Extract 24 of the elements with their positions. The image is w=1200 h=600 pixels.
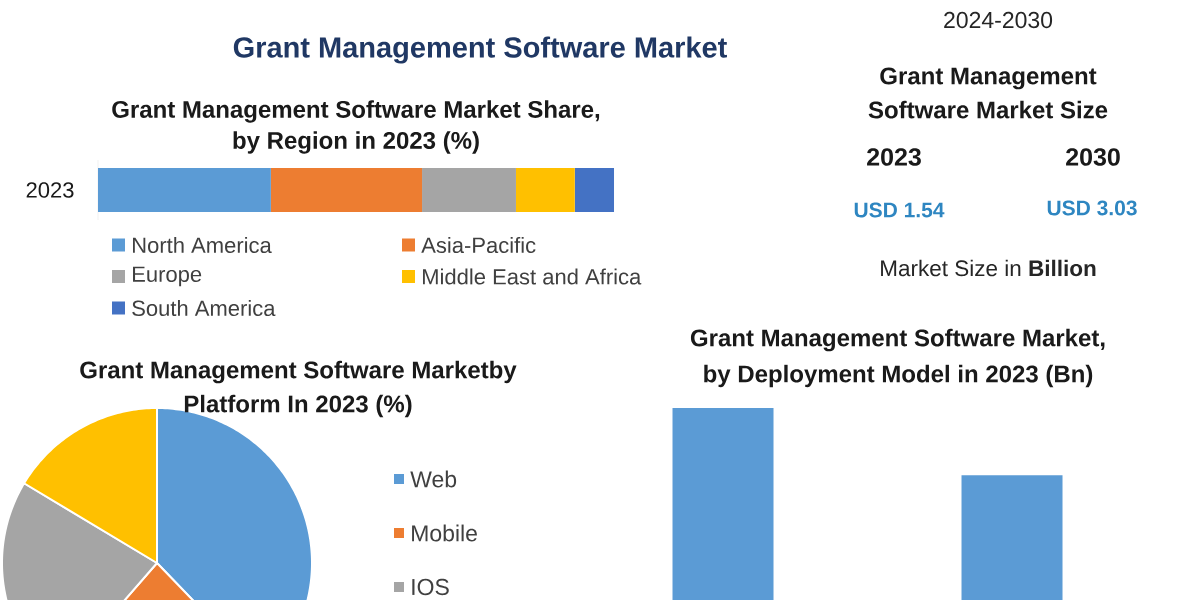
- text: Market Size in Billion: [881, 259, 1096, 277]
- text: USD 3.03: [1047, 200, 1137, 216]
- text: 2023: [867, 148, 921, 166]
- legend-label: Web: [410, 470, 457, 488]
- text: 2030: [1066, 148, 1120, 166]
- text: USD 1.54: [854, 202, 945, 218]
- legend-label: Mobile: [412, 524, 477, 542]
- bar: [574, 168, 615, 212]
- legend-label: North America: [133, 236, 272, 254]
- legend-label: Europe: [133, 266, 202, 287]
- text: Grant Management Software Market Size: [868, 67, 1108, 119]
- bar: [98, 168, 271, 212]
- text: 2024-2030: [944, 11, 1053, 29]
- legend-label: South America: [132, 299, 276, 317]
- bar: [515, 168, 575, 212]
- legend-label: Middle East and Africa: [423, 268, 642, 285]
- chart-title: Grant Management Software Market, by Deployment Model in 2023 (Bn): [690, 328, 1105, 388]
- text: Grant Management Software Market: [233, 36, 727, 64]
- bar: [270, 168, 423, 212]
- legend-label: IOS: [412, 578, 449, 596]
- chart-title: Grant Management Software Market Share, by Region in 2023 (%): [112, 100, 600, 154]
- legend-label: Asia-Pacific: [421, 236, 536, 254]
- bar: [422, 168, 516, 212]
- chart-title: Grant Management Software Marketby Platform In 2023 (%): [80, 360, 517, 418]
